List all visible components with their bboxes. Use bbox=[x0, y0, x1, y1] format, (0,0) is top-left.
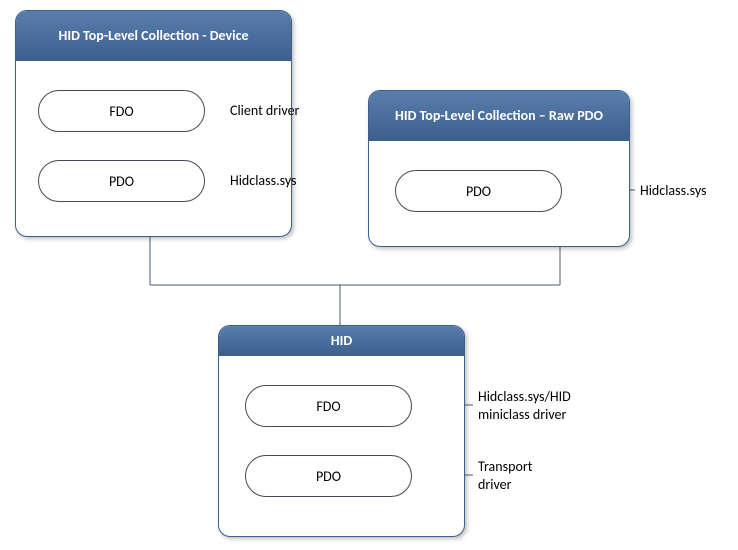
pill-device-fdo: FDO bbox=[38, 90, 205, 132]
label-hidclass-sys-1: Hidclass.sys bbox=[230, 172, 297, 190]
box-header-hid: HID bbox=[219, 326, 464, 356]
label-hidclass-miniclass: Hidclass.sys/HID miniclass driver bbox=[478, 388, 571, 423]
box-hid: HID bbox=[218, 325, 465, 537]
pill-label: PDO bbox=[109, 173, 134, 190]
pill-hid-pdo: PDO bbox=[245, 455, 412, 497]
label-hidclass-sys-2: Hidclass.sys bbox=[640, 182, 707, 200]
pill-rawpdo-pdo: PDO bbox=[395, 170, 562, 212]
pill-label: PDO bbox=[316, 468, 341, 485]
box-header-device: HID Top-Level Collection - Device bbox=[16, 11, 291, 61]
box-hid-collection-raw-pdo: HID Top-Level Collection – Raw PDO bbox=[368, 90, 630, 247]
box-title-rawpdo: HID Top-Level Collection – Raw PDO bbox=[395, 107, 603, 125]
label-transport-driver: Transport driver bbox=[478, 458, 532, 493]
pill-label: PDO bbox=[466, 183, 491, 200]
pill-label: FDO bbox=[316, 398, 340, 415]
pill-label: FDO bbox=[109, 103, 133, 120]
box-title-device: HID Top-Level Collection - Device bbox=[59, 27, 249, 45]
pill-hid-fdo: FDO bbox=[245, 385, 412, 427]
box-header-rawpdo: HID Top-Level Collection – Raw PDO bbox=[369, 91, 629, 141]
pill-device-pdo: PDO bbox=[38, 160, 205, 202]
label-client-driver: Client driver bbox=[230, 102, 299, 120]
box-title-hid: HID bbox=[331, 332, 352, 350]
